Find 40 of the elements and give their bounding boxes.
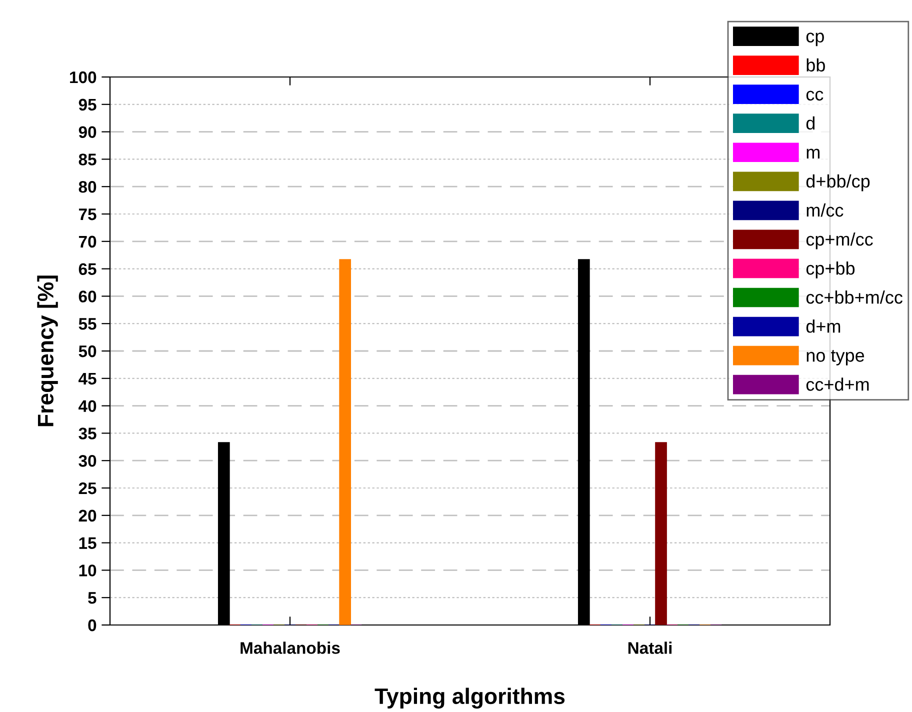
legend-label: cc+d+m — [806, 378, 869, 391]
legend-label: bb — [806, 58, 825, 72]
y-tick-label: 70 — [78, 236, 96, 248]
legend-label: cp+bb — [806, 261, 855, 278]
y-tick-label: 45 — [78, 372, 96, 385]
y-tick-label: 0 — [88, 619, 96, 632]
y-tick-label: 20 — [78, 510, 96, 522]
legend-label: d+bb/cp — [806, 174, 870, 192]
y-tick-label: 10 — [79, 564, 96, 576]
y-axis-title: Frequency [%] — [37, 276, 58, 426]
legend-label: m/cc — [806, 203, 844, 217]
y-tick-label: 55 — [78, 318, 96, 330]
legend-label: cp — [806, 32, 824, 46]
y-tick-label: 60 — [78, 290, 96, 302]
legend-label: cc+bb+m/cc — [806, 290, 902, 304]
y-tick-label: 75 — [78, 208, 96, 220]
bar — [655, 442, 667, 625]
y-tick-label: 40 — [78, 400, 96, 412]
x-tick-label: Natali — [628, 642, 672, 654]
y-tick-label: 65 — [78, 263, 96, 276]
y-tick-label: 100 — [70, 71, 96, 84]
y-tick-label: 90 — [78, 126, 96, 138]
legend-label: cc — [806, 90, 824, 101]
bar — [339, 259, 352, 625]
y-tick-label: 95 — [78, 98, 96, 111]
x-tick-label: Mahalanobis — [240, 642, 340, 654]
y-tick-label: 35 — [78, 428, 96, 440]
y-tick-label: 30 — [78, 455, 96, 467]
legend-label: d+m — [806, 320, 840, 333]
legend-label: cp+m/cc — [806, 232, 873, 250]
legend-label: no type — [806, 350, 864, 366]
y-tick-label: 15 — [79, 537, 96, 550]
y-tick-label: 85 — [78, 154, 96, 166]
y-tick-label: 5 — [88, 592, 96, 604]
y-tick-label: 25 — [78, 482, 96, 494]
legend-label: m — [806, 148, 820, 158]
y-tick-label: 50 — [78, 345, 96, 358]
legend-label: d — [806, 116, 815, 130]
x-axis-title: Typing algorithms — [374, 688, 565, 709]
y-tick-label: 80 — [78, 181, 96, 193]
